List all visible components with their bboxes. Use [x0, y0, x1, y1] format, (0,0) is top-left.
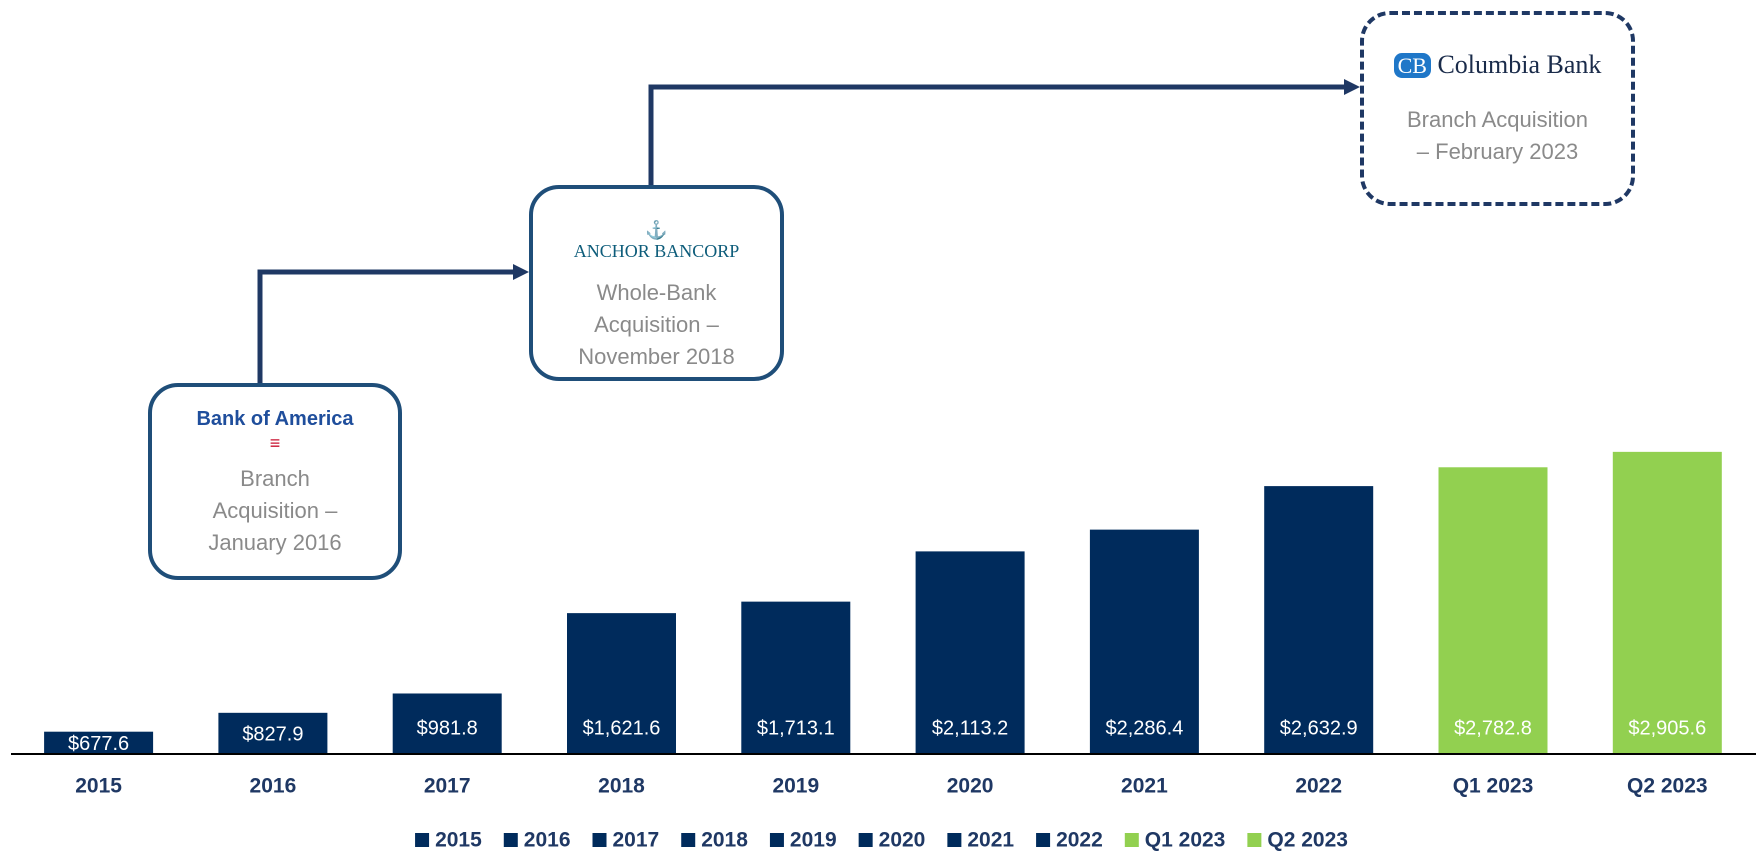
logo: Bank of America [196, 408, 354, 430]
bar [567, 613, 676, 754]
bar [915, 551, 1025, 754]
value-label: $2,286.4 [1105, 717, 1183, 739]
annotation-text: Branch [240, 466, 310, 491]
bar [44, 731, 154, 754]
legend-label: Q1 2023 [1145, 829, 1226, 851]
annotation-text: Whole-Bank [596, 280, 717, 305]
annotation-box: CB Columbia Bank Branch Acquisition – Fe… [1360, 11, 1635, 206]
value-label: $827.9 [242, 724, 303, 746]
x-tick-label: 2019 [772, 775, 819, 798]
annotation-text: Branch Acquisition [1407, 107, 1588, 132]
legend-label: 2017 [613, 829, 660, 851]
legend-swatch [1247, 833, 1262, 847]
legend-label: 2019 [790, 829, 837, 851]
legend-swatch [769, 833, 784, 847]
value-label: $677.6 [68, 733, 129, 755]
legend-swatch [858, 833, 873, 847]
x-tick-label: 2017 [424, 775, 471, 798]
annotation-box: ⚓ ANCHOR BANCORP Whole-Bank Acquisition … [529, 185, 784, 381]
value-label: $2,782.8 [1454, 717, 1532, 739]
value-label: $2,905.6 [1628, 717, 1706, 739]
annotation-text: Acquisition – [212, 498, 338, 523]
logo-icon: ≡ [269, 433, 281, 453]
x-tick-label: 2018 [598, 775, 645, 798]
x-tick-label: 2015 [75, 775, 122, 798]
annotation-text: Acquisition – [594, 312, 719, 337]
x-tick-label: 2021 [1121, 775, 1168, 798]
legend-swatch [1036, 833, 1051, 847]
bar [1264, 486, 1374, 754]
bar [1438, 467, 1548, 754]
arrow [648, 84, 1345, 185]
annotation-box: Bank of America ≡ Branch Acquisition – J… [148, 383, 402, 580]
logo-icon: ⚓ [645, 220, 668, 240]
legend-label: 2015 [435, 829, 482, 851]
logo: CB Columbia Bank [1364, 50, 1631, 79]
bar [741, 601, 851, 754]
bar [392, 693, 502, 754]
value-label: $1,713.1 [757, 717, 835, 739]
legend-label: Q2 2023 [1267, 829, 1348, 851]
x-tick-label: 2022 [1295, 775, 1342, 798]
legend-swatch [947, 833, 962, 847]
annotation-text: – February 2023 [1416, 139, 1579, 164]
value-label: $981.8 [417, 717, 478, 739]
value-label: $2,632.9 [1280, 717, 1358, 739]
arrows [257, 84, 1345, 383]
legend-swatch [1124, 833, 1139, 847]
legend-swatch [503, 833, 518, 847]
annotation-text: November 2018 [578, 344, 735, 369]
legend-swatch [592, 833, 607, 847]
legend-swatch [681, 833, 696, 847]
value-label: $1,621.6 [583, 717, 661, 739]
arrow-head [1344, 79, 1360, 95]
legend-label: 2020 [879, 829, 926, 851]
bar [218, 712, 328, 754]
legend-label: 2021 [967, 829, 1014, 851]
bar [1612, 451, 1722, 754]
logo: ANCHOR BANCORP [573, 241, 740, 261]
legend-swatch [415, 833, 430, 847]
value-label: $2,113.2 [932, 717, 1008, 739]
x-tick-label: Q1 2023 [1453, 775, 1534, 798]
arrow [257, 269, 515, 383]
legend-label: 2018 [701, 829, 748, 851]
x-tick-label: 2016 [250, 775, 297, 798]
x-tick-label: Q2 2023 [1627, 775, 1708, 798]
bar [1089, 529, 1199, 754]
x-tick-label: 2020 [947, 775, 994, 798]
logo-text: Columbia Bank [1437, 50, 1602, 79]
arrow-head [513, 264, 529, 280]
legend-label: 2016 [524, 829, 571, 851]
annotation-text: January 2016 [208, 530, 342, 555]
legend-label: 2022 [1056, 829, 1103, 851]
